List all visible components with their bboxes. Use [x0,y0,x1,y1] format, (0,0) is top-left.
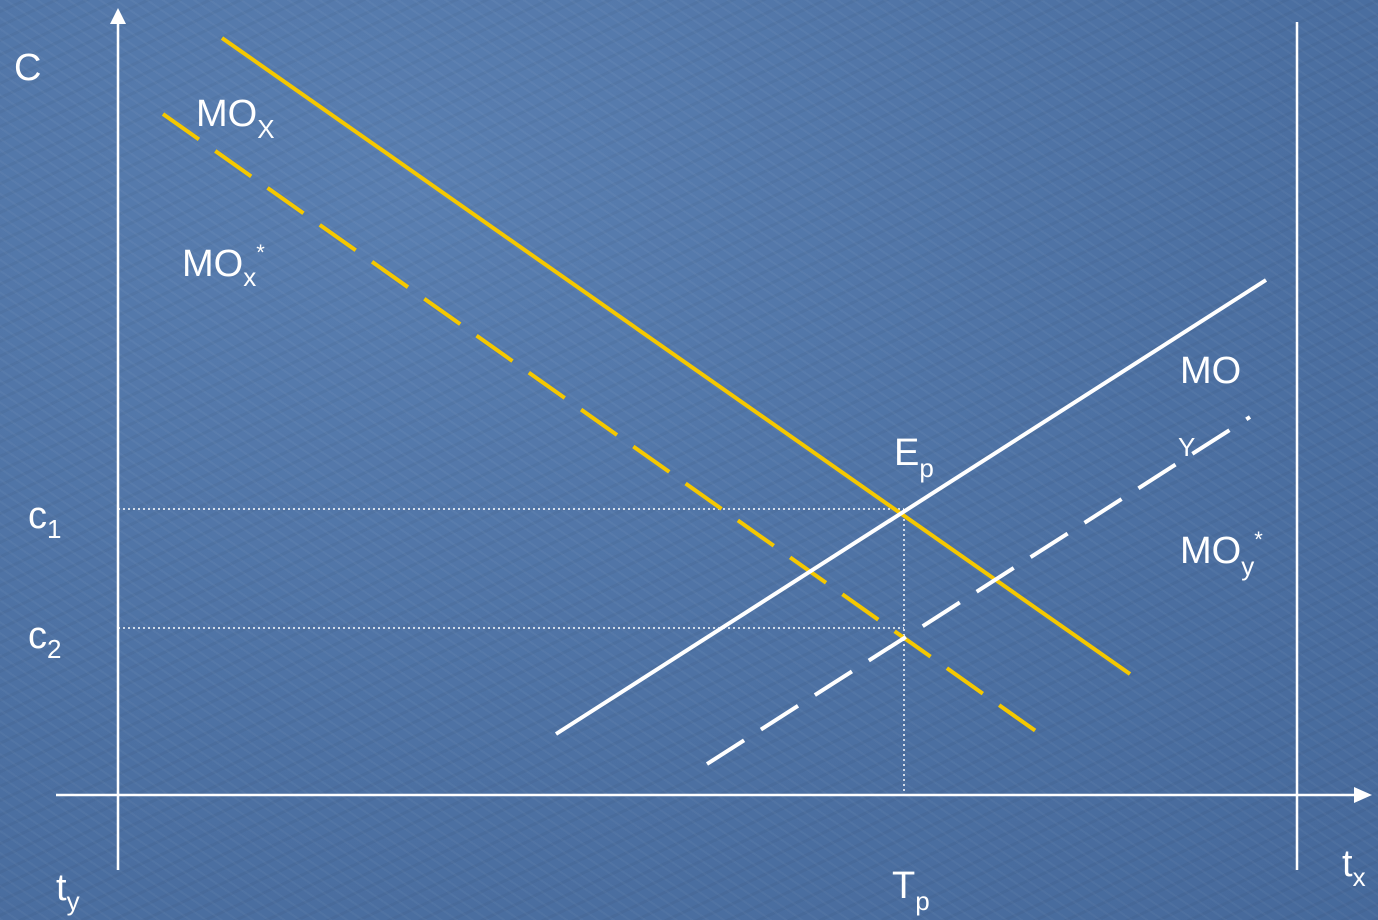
moy-star-label: MOy* [1180,527,1263,581]
moy-supply-line [554,278,1268,736]
mox-demand-line [220,36,1132,676]
moy-label: MO [1180,350,1241,392]
moy-sub-label: Y [1178,432,1195,462]
ep-label: Ep [894,432,934,483]
mox-star-label: MOx* [182,240,265,292]
c1-label: c1 [28,495,61,544]
mox-star-dashed-line [161,112,1042,736]
t-x-label: tx [1342,843,1366,892]
left-axis-arrow [110,8,126,24]
y-axis-label: C [14,47,41,89]
mox-label: MOX [196,93,275,144]
t-y-label: ty [56,867,80,916]
c2-label: c2 [28,615,61,664]
horizontal-axis-arrow [1354,787,1372,803]
tp-label: Tp [892,865,930,916]
moy-star-dashed-line [705,415,1252,766]
